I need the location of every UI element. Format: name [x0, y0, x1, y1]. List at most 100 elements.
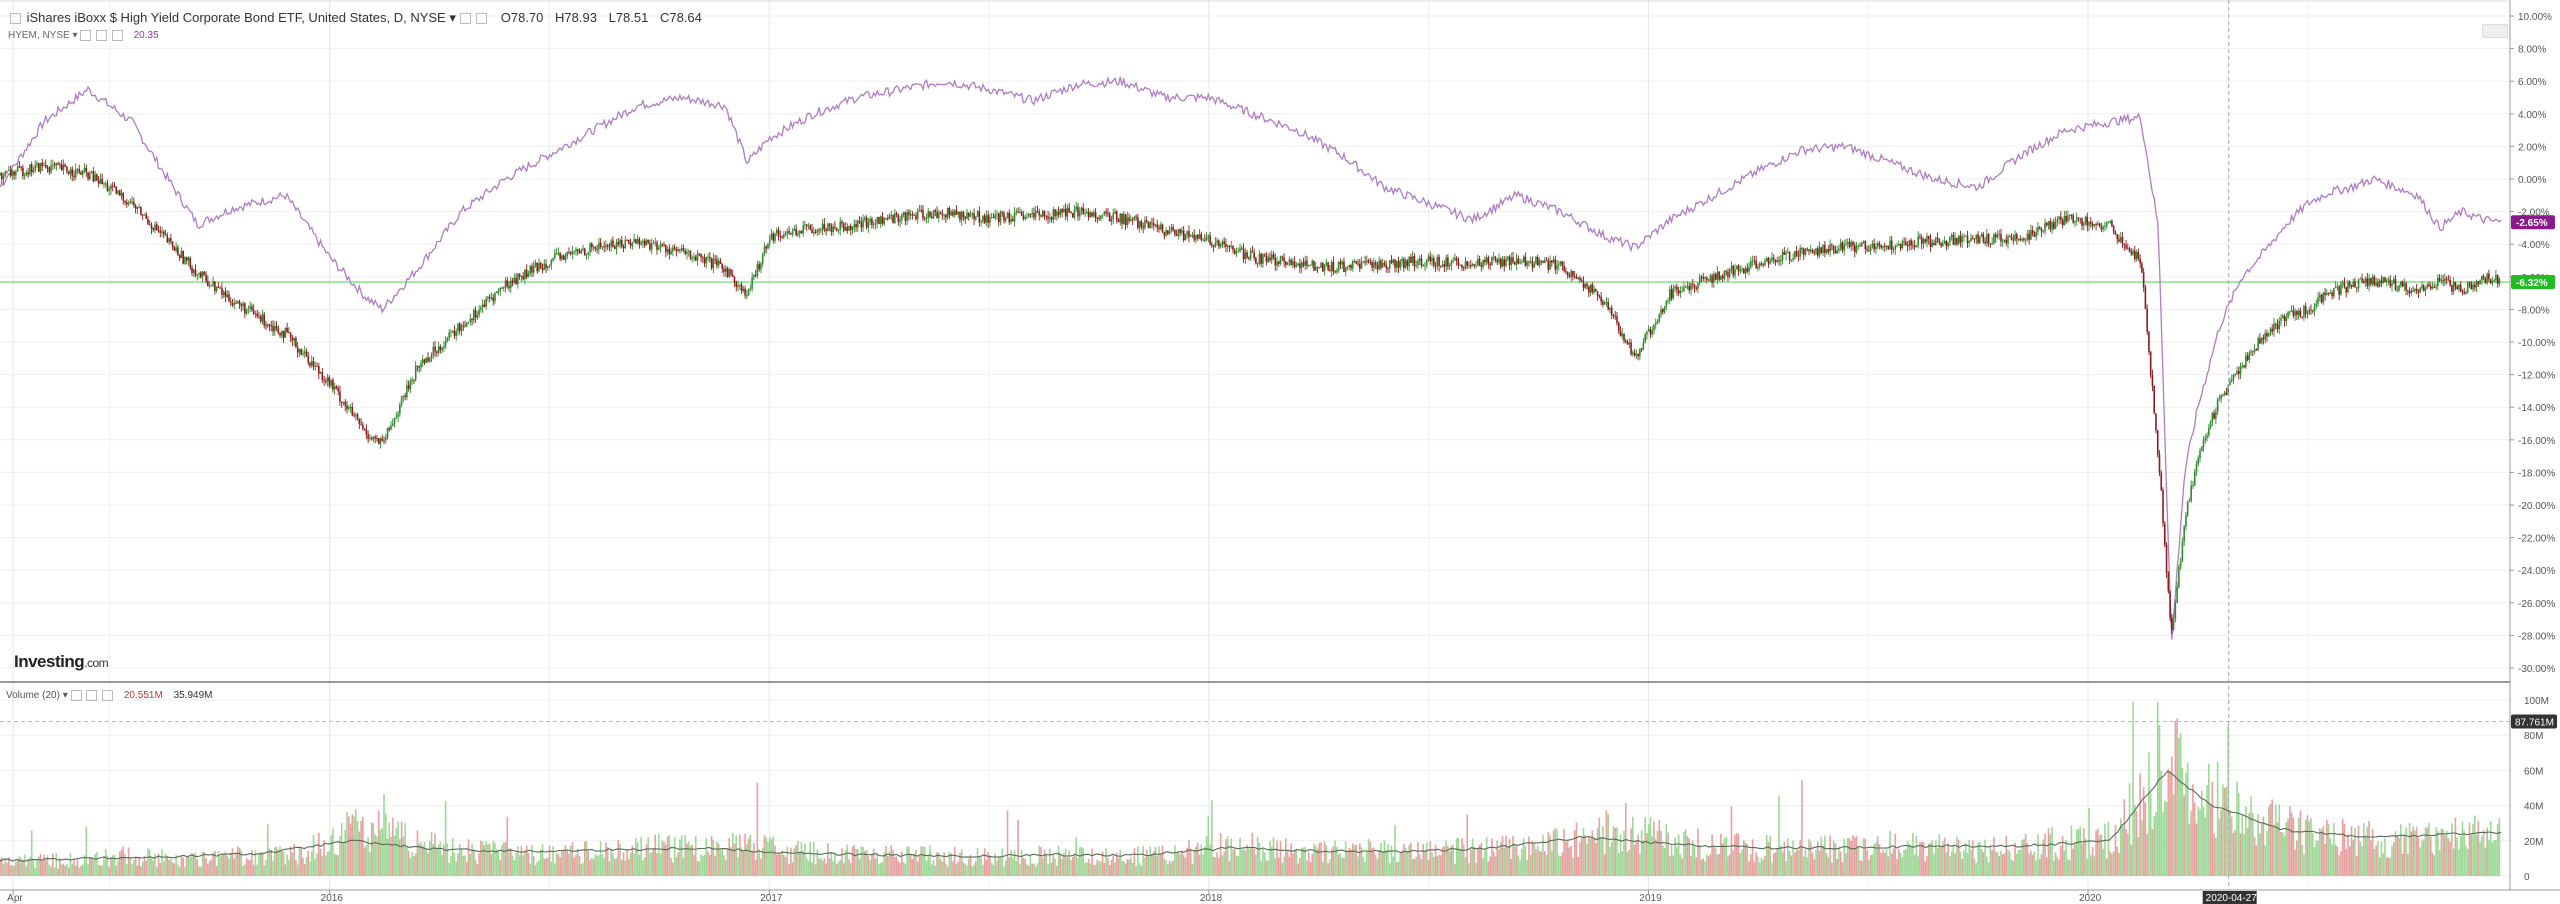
volume-bar — [1552, 830, 1555, 876]
volume-bar — [1140, 865, 1143, 876]
candle-body — [1376, 264, 1379, 270]
maximize-icon[interactable] — [2482, 24, 2508, 38]
candle-body — [1658, 314, 1661, 322]
chevron-down-icon[interactable]: ▾ — [72, 30, 78, 42]
volume-bar — [1216, 851, 1218, 876]
candle-body — [2340, 283, 2342, 295]
volume-bar — [2237, 792, 2240, 876]
candle-body — [1820, 247, 1823, 253]
volume-bar — [2091, 846, 2094, 876]
volume-bar — [298, 847, 301, 876]
volume-bar — [2357, 825, 2360, 876]
candle-body — [2070, 215, 2073, 216]
volume-bar — [1019, 863, 1021, 876]
candle-body — [814, 231, 817, 233]
volume-bar — [1388, 863, 1391, 876]
volume-bar — [881, 861, 884, 876]
volume-bar — [2410, 831, 2413, 876]
candle-body — [804, 224, 806, 226]
volume-bar — [1765, 835, 1768, 876]
volume-bar — [416, 830, 419, 876]
volume-bar — [587, 851, 590, 876]
volume-bar — [990, 862, 993, 876]
candle-body — [1519, 262, 1521, 264]
volume-bar — [2364, 835, 2367, 876]
settings-icon[interactable] — [80, 30, 92, 41]
volume-bar — [529, 863, 531, 876]
close-icon[interactable] — [111, 30, 123, 41]
candle-body — [636, 238, 639, 244]
candle-body — [2407, 290, 2409, 292]
volume-bar — [1927, 843, 1930, 876]
candle-body — [1012, 219, 1014, 222]
candle-body — [1066, 207, 1069, 217]
volume-bar — [2075, 829, 2078, 876]
volume-bar — [1892, 848, 1895, 876]
volume-bar — [60, 864, 63, 876]
volume-bar — [892, 850, 894, 876]
volume-bar — [291, 852, 294, 876]
volume-bar — [2126, 833, 2129, 876]
candle-body — [1934, 237, 1937, 246]
chevron-down-icon[interactable]: ▾ — [62, 690, 68, 702]
candle-body — [318, 366, 320, 374]
volume-bar — [561, 851, 563, 876]
volume-bar — [1306, 860, 1308, 876]
volume-bar — [2350, 826, 2353, 876]
candle-body — [254, 313, 257, 315]
volume-bar — [2320, 829, 2323, 876]
candle-body — [2320, 294, 2323, 303]
volume-bar — [983, 848, 986, 876]
candle-body — [1281, 256, 1284, 258]
candle-body — [1765, 258, 1768, 261]
settings-icon[interactable] — [70, 690, 82, 701]
candle-body — [393, 418, 396, 424]
candle-body — [71, 169, 74, 176]
candle-body — [1875, 246, 1877, 250]
volume-bar — [1651, 836, 1654, 876]
candle-body — [362, 424, 364, 429]
volume-bar — [652, 849, 655, 876]
volume-bar — [1713, 846, 1715, 876]
candle-body — [1529, 261, 1532, 263]
volume-bar — [2468, 822, 2471, 876]
volume-bar — [1610, 841, 1613, 876]
candle-body — [2021, 238, 2023, 241]
volume-bar — [22, 859, 24, 876]
close-icon[interactable] — [102, 690, 114, 701]
candle-body — [1573, 276, 1576, 278]
eye-icon[interactable] — [476, 13, 488, 25]
volume-bar — [1979, 841, 1981, 876]
candle-body — [1640, 348, 1643, 350]
volume-bar — [217, 851, 220, 876]
volume-bar — [386, 838, 389, 876]
settings-icon[interactable] — [459, 13, 471, 25]
candle-body — [1124, 214, 1127, 225]
volume-bar — [1158, 846, 1160, 876]
volume-bar — [229, 852, 232, 876]
volume-bar — [372, 823, 375, 876]
candle-body — [1853, 245, 1856, 253]
volume-bar — [923, 847, 926, 876]
chevron-down-icon[interactable]: ▾ — [449, 10, 456, 25]
candle-body — [319, 372, 322, 374]
eye-icon[interactable] — [96, 30, 108, 41]
volume-bar — [1716, 854, 1719, 876]
volume-bar — [1711, 833, 1713, 876]
candle-body — [1580, 280, 1583, 282]
volume-bar — [1635, 840, 1638, 876]
volume-bar — [999, 856, 1002, 876]
volume-bar — [147, 848, 149, 876]
candle-body — [1133, 216, 1136, 220]
volume-bar — [1707, 856, 1710, 876]
volume-bar — [1172, 860, 1174, 876]
candle-body — [1320, 263, 1322, 268]
volume-bar — [1050, 862, 1053, 876]
volume-bar — [330, 835, 332, 876]
candle-body — [1679, 291, 1682, 294]
collapse-icon[interactable] — [10, 13, 21, 25]
candle-body — [1996, 234, 1999, 238]
eye-icon[interactable] — [86, 690, 98, 701]
candle-body — [1441, 264, 1444, 267]
volume-bar — [428, 840, 431, 876]
